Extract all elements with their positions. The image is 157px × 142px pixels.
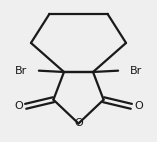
- Text: O: O: [134, 101, 143, 111]
- Text: O: O: [74, 118, 83, 129]
- Text: Br: Br: [15, 66, 27, 76]
- Text: O: O: [14, 101, 23, 111]
- Text: Br: Br: [130, 66, 142, 76]
